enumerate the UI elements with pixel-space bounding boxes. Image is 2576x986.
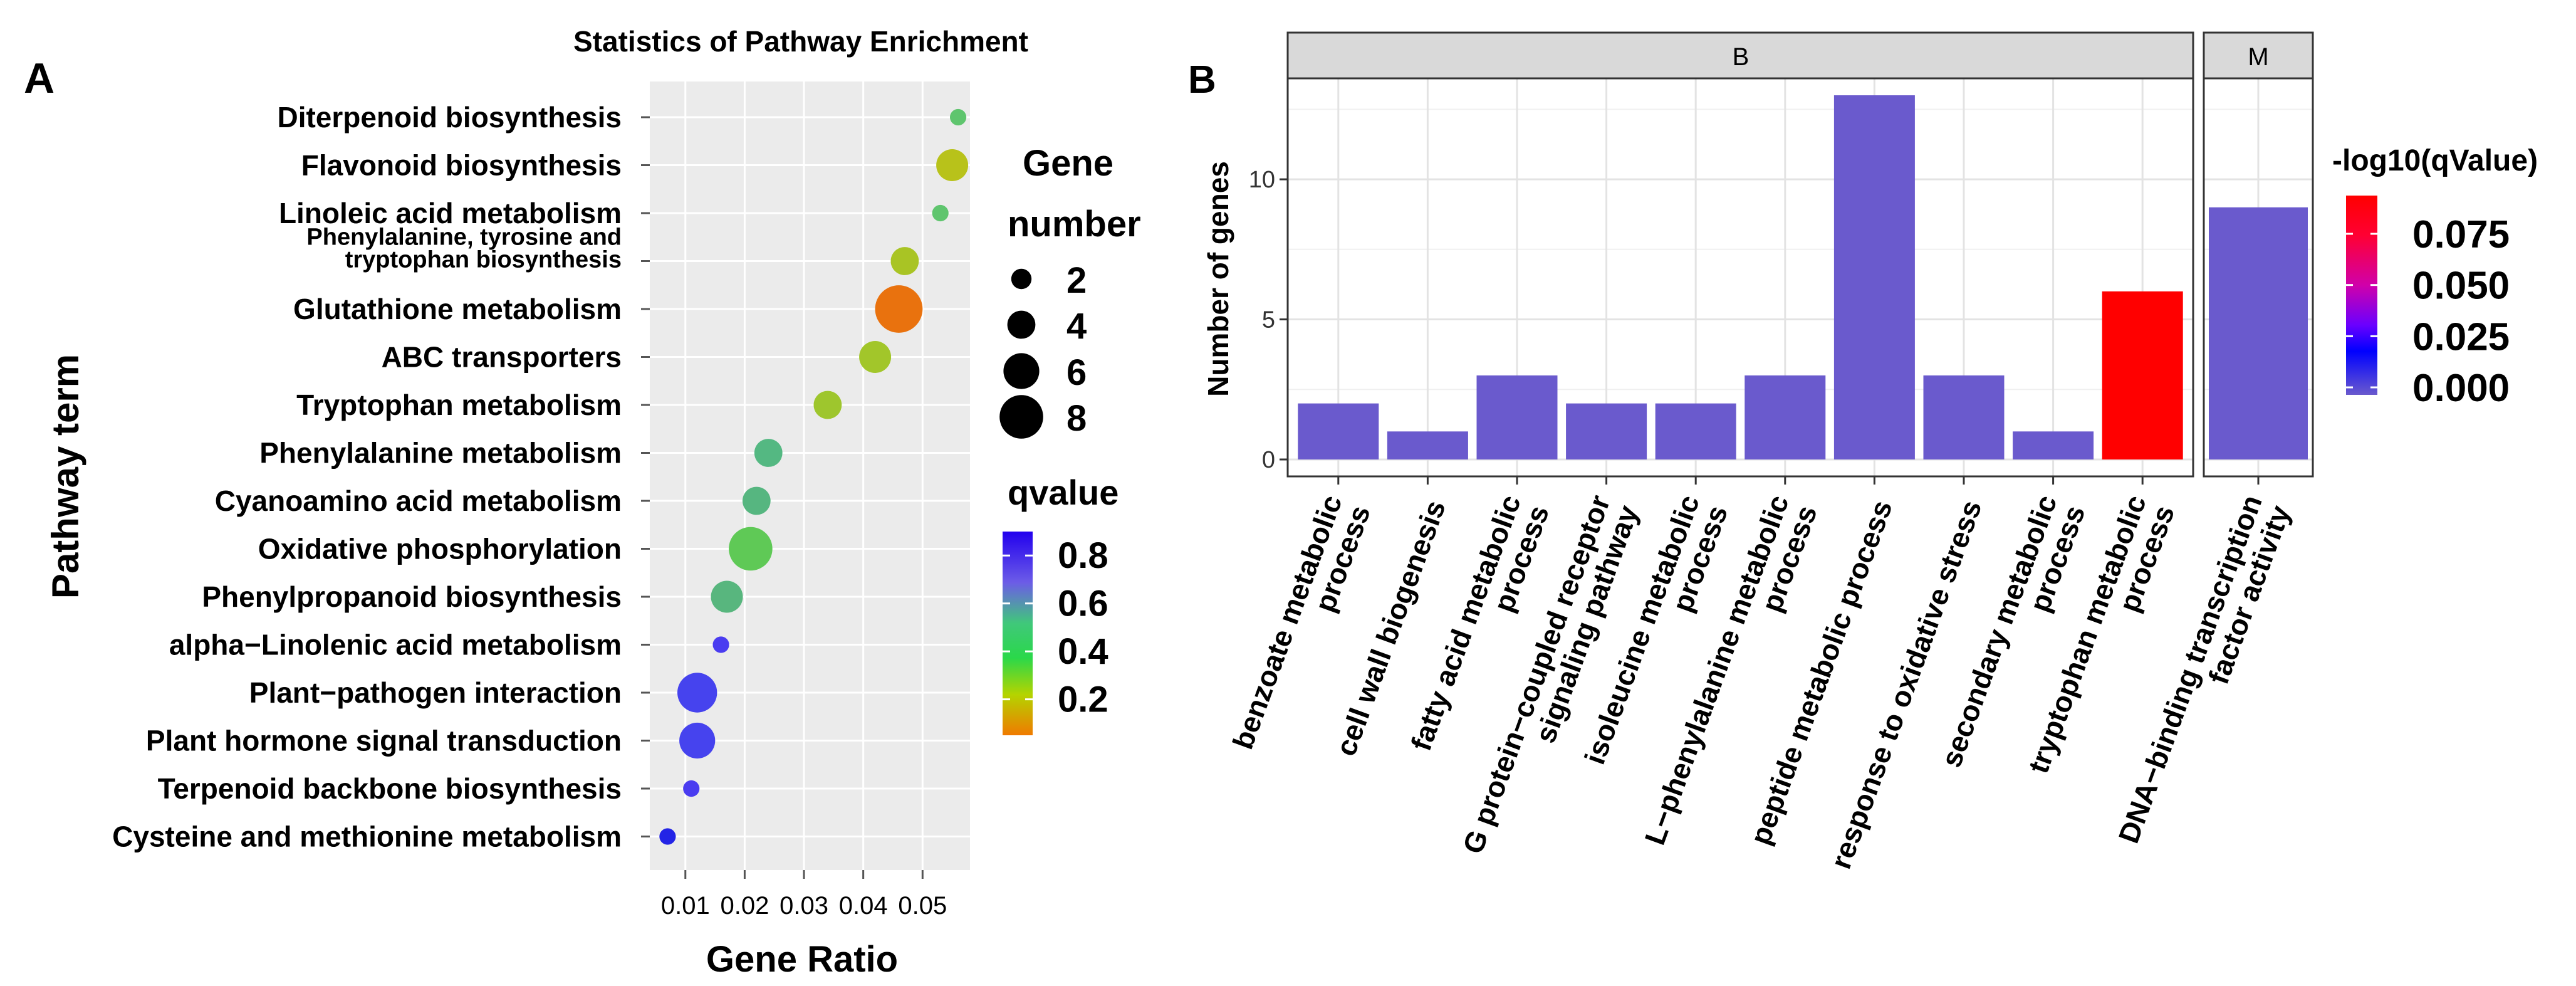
- panel-a-y-axis-label: Pathway term: [44, 354, 86, 599]
- panel-b-letter: B: [1188, 58, 1216, 102]
- a-point: [742, 486, 771, 515]
- log-legend: 0.075 0.050 0.025 0.000: [2346, 213, 2510, 410]
- log-colorbar: [2346, 196, 2377, 395]
- color-legend-title: qvalue: [1008, 473, 1119, 512]
- facet-panel-b-border: [1286, 77, 2194, 478]
- facet-strip-m-label: M: [2248, 43, 2268, 71]
- size-legend-label: 2: [1066, 260, 1087, 301]
- color-legend-label: 0.8: [1058, 535, 1108, 576]
- log-legend-label: 0.000: [2412, 367, 2510, 410]
- a-point: [659, 828, 676, 845]
- log-legend-label: 0.050: [2412, 265, 2510, 308]
- b-bar: [1566, 403, 1647, 459]
- a-pathway-label: Tryptophan metabolism: [296, 389, 622, 421]
- b-bar: [2209, 207, 2308, 459]
- b-bar: [2013, 431, 2094, 459]
- a-pathway-label: ABC transporters: [382, 341, 622, 374]
- a-point: [932, 204, 949, 222]
- log-legend-label: 0.075: [2412, 213, 2510, 256]
- a-x-tick-label: 0.02: [720, 892, 769, 920]
- a-pathway-label: Diterpenoid biosynthesis: [277, 101, 622, 134]
- a-point: [813, 391, 842, 419]
- a-x-tick-label: 0.04: [839, 892, 888, 920]
- a-point: [859, 341, 892, 373]
- a-pathway-label-line2: tryptophan biosynthesis: [345, 247, 622, 273]
- panel-a-gridlines: [650, 81, 970, 870]
- a-point: [729, 527, 773, 571]
- a-pathway-label: Terpenoid backbone biosynthesis: [158, 772, 622, 805]
- b-y-tick-label: 0: [1262, 447, 1275, 473]
- a-point: [875, 285, 923, 333]
- a-point: [936, 149, 969, 181]
- b-bar: [2102, 291, 2183, 459]
- panel-a-points: [659, 108, 969, 845]
- b-bar: [1298, 403, 1379, 459]
- panel-a-pathway-labels: Diterpenoid biosynthesis Flavonoid biosyn…: [112, 101, 650, 853]
- b-facet-background: [1288, 78, 2193, 476]
- a-pathway-label: Linoleic acid metabolism: [279, 197, 622, 229]
- a-x-tick-label: 0.05: [898, 892, 947, 920]
- panel-a-x-tick-labels: 0.01 0.02 0.03 0.04 0.05: [661, 870, 947, 920]
- size-legend-dot: [1003, 353, 1040, 389]
- b-y-tick-label: 10: [1249, 167, 1275, 193]
- a-pathway-label: Phenylpropanoid biosynthesis: [202, 580, 622, 613]
- size-legend-label: 4: [1066, 306, 1087, 347]
- b-bar: [1476, 375, 1558, 459]
- a-point: [712, 636, 729, 653]
- size-legend-title-line1: Gene: [1023, 143, 1113, 184]
- panel-b-bars: [1298, 95, 2308, 459]
- size-legend-label: 8: [1066, 398, 1087, 439]
- a-pathway-label: alpha−Linolenic acid metabolism: [169, 629, 622, 661]
- log-legend-label: 0.025: [2412, 315, 2510, 359]
- a-pathway-label: Phenylalanine metabolism: [259, 437, 622, 469]
- log-legend-title: -log10(qValue): [2332, 144, 2538, 177]
- a-point: [677, 673, 717, 713]
- a-x-tick-label: 0.01: [661, 892, 710, 920]
- a-pathway-label: Plant hormone signal transduction: [146, 725, 622, 757]
- b-bar: [1923, 375, 2005, 459]
- panel-a-letter: A: [24, 55, 55, 102]
- a-pathway-label: Flavonoid biosynthesis: [301, 149, 622, 182]
- color-legend-label: 0.4: [1058, 631, 1108, 672]
- color-legend-label: 0.6: [1058, 584, 1108, 624]
- panel-a-title: Statistics of Pathway Enrichment: [573, 25, 1028, 58]
- size-legend-dot: [1007, 310, 1036, 339]
- size-legend-dot: [1011, 268, 1032, 290]
- color-legend: 0.8 0.6 0.4 0.2: [1003, 535, 1108, 720]
- size-legend-title-line2: number: [1008, 204, 1141, 244]
- size-legend: 2 4 6 8: [999, 260, 1087, 439]
- b-bar: [1744, 375, 1826, 459]
- b-bar: [1655, 403, 1736, 459]
- b-category-label-line1: benzoate metabolic: [1226, 491, 1348, 753]
- a-point: [949, 108, 967, 126]
- facet-strip-b-label: B: [1733, 43, 1749, 71]
- panel-a-x-axis-label: Gene Ratio: [706, 939, 898, 980]
- a-point: [890, 247, 919, 275]
- a-pathway-label: Plant−pathogen interaction: [249, 676, 622, 709]
- facet-strip-m: [2203, 31, 2314, 80]
- a-pathway-label: Cyanoamino acid metabolism: [215, 485, 622, 517]
- b-bar: [1833, 95, 1915, 459]
- a-pathway-label: Cysteine and methionine metabolism: [112, 821, 622, 853]
- panel-b-y-ticks: 0 5 10: [1249, 167, 1288, 473]
- a-x-tick-label: 0.03: [780, 892, 828, 920]
- size-legend-label: 6: [1066, 352, 1087, 393]
- panel-b-y-axis-label: Number of genes: [1202, 161, 1234, 397]
- qvalue-colorbar: [1003, 532, 1033, 735]
- a-point: [711, 580, 743, 613]
- a-point: [683, 780, 700, 797]
- a-point: [679, 722, 716, 759]
- b-y-tick-label: 5: [1262, 307, 1275, 333]
- color-legend-label: 0.2: [1058, 679, 1108, 720]
- a-pathway-label-line1: Phenylalanine, tyrosine and: [306, 224, 622, 251]
- b-bar: [1387, 431, 1468, 459]
- a-pathway-label: Oxidative phosphorylation: [258, 533, 622, 565]
- size-legend-dot: [999, 395, 1043, 439]
- a-pathway-label: Glutathione metabolism: [293, 293, 622, 325]
- facet-strip-b: [1286, 31, 2194, 80]
- a-point: [754, 439, 783, 467]
